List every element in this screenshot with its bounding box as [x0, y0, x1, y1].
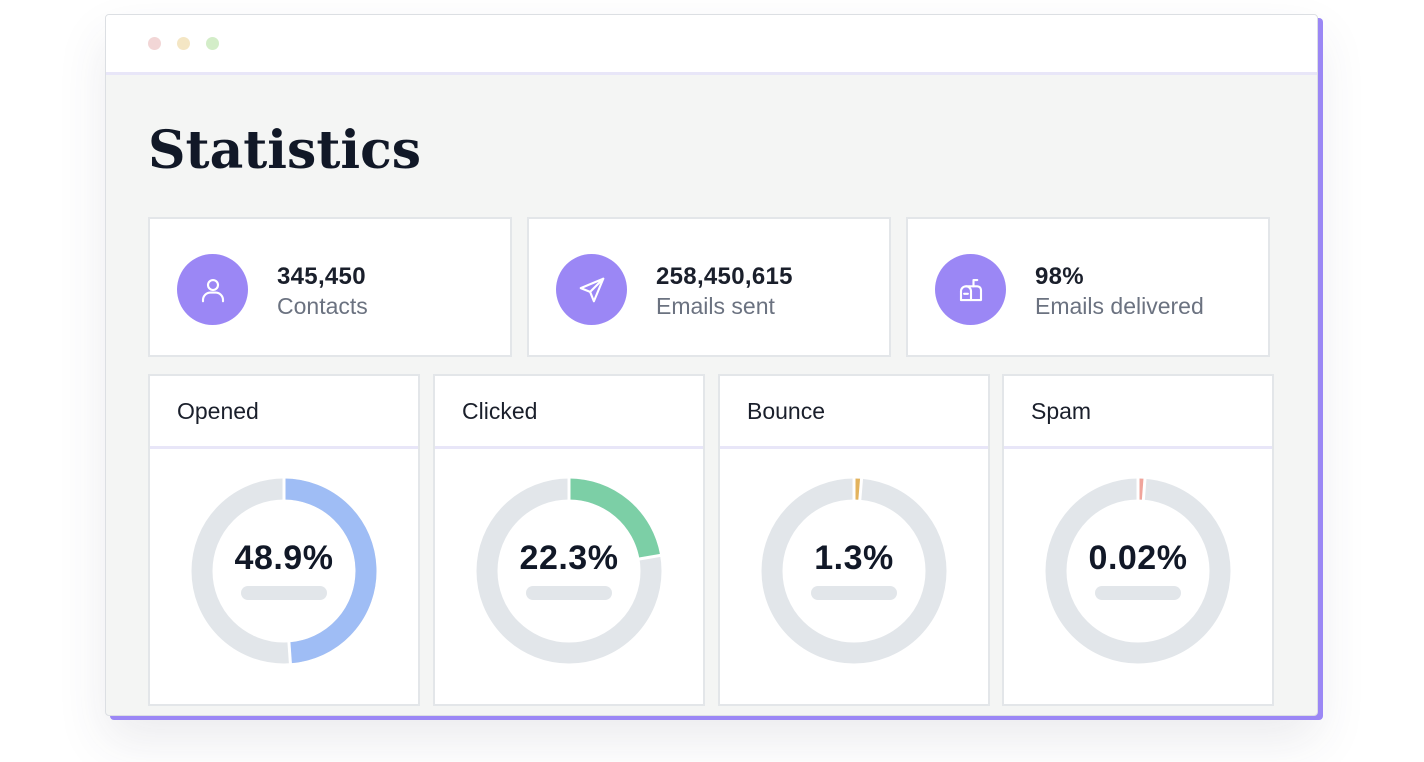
metric-card-opened: Opened 48.9% — [148, 374, 420, 706]
metric-value: 1.3% — [814, 539, 894, 577]
stat-label: Emails sent — [656, 293, 775, 319]
stat-value: 98% — [1035, 263, 1084, 290]
donut-value-arc — [283, 478, 377, 664]
stat-value: 345,450 — [277, 263, 366, 290]
donut-separator — [638, 553, 662, 561]
mailbox-icon — [935, 254, 1006, 325]
donut-value-arc — [568, 478, 661, 560]
metric-value: 48.9% — [234, 539, 334, 577]
stat-label: Contacts — [277, 293, 368, 319]
stat-card-emails-delivered: 98% Emails delivered — [906, 217, 1270, 357]
stat-card-emails-sent: 258,450,615 Emails sent — [527, 217, 891, 357]
metric-card-bounce: Bounce 1.3% — [718, 374, 990, 706]
metric-card-spam: Spam 0.02% — [1002, 374, 1274, 706]
donut-separator — [1141, 477, 1147, 501]
metric-title: Spam — [1031, 398, 1092, 424]
close-window-button[interactable] — [148, 37, 161, 50]
metric-card-header: Opened — [150, 376, 418, 449]
metric-value: 0.02% — [1088, 539, 1188, 577]
metric-title: Clicked — [462, 398, 538, 424]
minimize-window-button[interactable] — [177, 37, 190, 50]
user-icon — [177, 254, 248, 325]
placeholder-bar — [241, 586, 327, 600]
metric-title: Opened — [177, 398, 259, 424]
stat-value: 258,450,615 — [656, 263, 793, 290]
placeholder-bar — [811, 586, 897, 600]
spam-donut-chart — [1045, 477, 1231, 664]
maximize-window-button[interactable] — [206, 37, 219, 50]
app-window: Statistics 345,450 Contacts 258,450,615 … — [105, 14, 1318, 716]
clicked-donut-chart — [476, 477, 662, 664]
donut-separator — [858, 477, 864, 501]
metric-card-header: Clicked — [435, 376, 703, 449]
page-title: Statistics — [148, 120, 422, 181]
donut-separator — [287, 641, 292, 665]
opened-donut-chart — [191, 477, 377, 665]
stat-card-contacts: 345,450 Contacts — [148, 217, 512, 357]
placeholder-bar — [526, 586, 612, 600]
bounce-donut-chart — [761, 477, 947, 664]
placeholder-bar — [1095, 586, 1181, 600]
metric-card-header: Bounce — [720, 376, 988, 449]
metric-title: Bounce — [747, 398, 826, 424]
window-titlebar — [106, 15, 1317, 75]
metric-value: 22.3% — [519, 539, 619, 577]
paper-plane-icon — [556, 254, 627, 325]
stat-label: Emails delivered — [1035, 293, 1204, 319]
metric-card-clicked: Clicked 22.3% — [433, 374, 705, 706]
metric-card-header: Spam — [1004, 376, 1272, 449]
